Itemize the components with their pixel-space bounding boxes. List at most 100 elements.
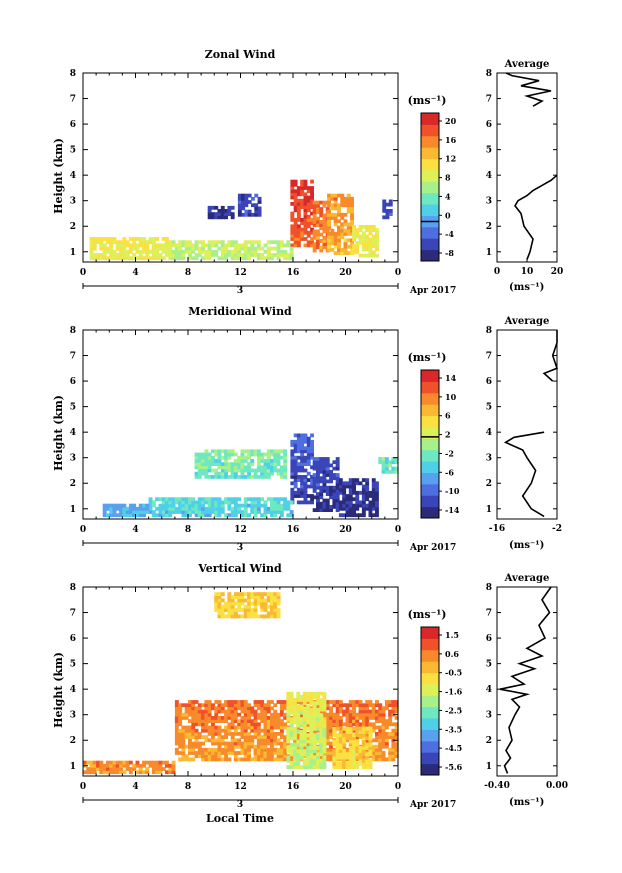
data-cell bbox=[299, 755, 304, 760]
data-cell bbox=[168, 249, 173, 254]
data-cell bbox=[342, 712, 347, 717]
data-cell bbox=[352, 228, 356, 232]
data-cell bbox=[184, 240, 189, 245]
data-cell bbox=[207, 455, 212, 460]
data-cell bbox=[352, 706, 356, 711]
data-cell bbox=[335, 736, 340, 741]
data-cell bbox=[155, 506, 160, 511]
data-cell bbox=[266, 455, 271, 460]
data-cell bbox=[240, 455, 245, 460]
data-cell bbox=[303, 218, 308, 222]
data-cell bbox=[233, 709, 238, 714]
data-cell bbox=[273, 503, 278, 508]
data-cell bbox=[296, 443, 301, 447]
data-cell bbox=[296, 742, 301, 747]
avg-y-tick-label: 4 bbox=[486, 171, 492, 181]
data-cell bbox=[310, 205, 314, 209]
zonal-avg-unit: (ms⁻¹) bbox=[509, 282, 544, 293]
data-cell bbox=[260, 703, 265, 708]
data-cell bbox=[371, 234, 376, 239]
data-cell bbox=[296, 762, 301, 766]
data-cell bbox=[201, 471, 205, 476]
data-cell bbox=[256, 449, 261, 454]
data-cell bbox=[343, 200, 348, 204]
y-tick-label: 7 bbox=[70, 352, 76, 362]
data-cell bbox=[220, 598, 225, 603]
data-cell bbox=[214, 471, 219, 476]
data-cell bbox=[184, 735, 189, 739]
data-cell bbox=[211, 716, 215, 720]
data-cell bbox=[290, 179, 295, 184]
data-cell bbox=[279, 703, 284, 708]
data-cell bbox=[368, 513, 373, 518]
data-cell bbox=[243, 744, 248, 749]
data-cell bbox=[342, 513, 347, 518]
data-cell bbox=[243, 243, 248, 248]
data-cell bbox=[220, 735, 225, 739]
data-cell bbox=[273, 738, 278, 743]
x-axis-label: Local Time bbox=[206, 812, 274, 825]
data-cell bbox=[128, 249, 133, 254]
data-cell bbox=[237, 497, 242, 502]
data-cell bbox=[237, 703, 242, 708]
data-cell bbox=[345, 752, 350, 757]
data-cell bbox=[319, 200, 324, 205]
data-cell bbox=[263, 614, 268, 619]
x-tick-label: 16 bbox=[287, 268, 300, 278]
data-cell bbox=[243, 735, 248, 739]
data-cell bbox=[296, 230, 301, 235]
data-cell bbox=[355, 231, 360, 236]
data-cell bbox=[365, 732, 370, 736]
data-cell bbox=[348, 739, 353, 744]
data-cell bbox=[266, 459, 271, 463]
data-cell bbox=[106, 503, 110, 508]
data-cell bbox=[346, 251, 351, 255]
data-cell bbox=[240, 253, 245, 257]
data-cell bbox=[329, 728, 333, 733]
data-cell bbox=[309, 739, 314, 744]
data-cell bbox=[207, 716, 212, 720]
data-cell bbox=[132, 513, 137, 518]
data-cell bbox=[279, 465, 284, 470]
data-cell bbox=[345, 716, 350, 720]
data-cell bbox=[233, 249, 238, 254]
data-cell bbox=[214, 592, 219, 596]
data-cell bbox=[322, 229, 327, 234]
data-cell bbox=[247, 722, 251, 727]
data-cell bbox=[145, 253, 150, 257]
data-cell bbox=[188, 751, 192, 755]
data-cell bbox=[201, 459, 205, 463]
data-cell bbox=[378, 738, 383, 743]
data-cell bbox=[352, 722, 356, 727]
data-cell bbox=[214, 249, 219, 254]
data-cell bbox=[188, 500, 192, 505]
data-cell bbox=[309, 736, 314, 741]
data-cell bbox=[257, 206, 262, 211]
data-cell bbox=[316, 207, 320, 211]
colorbar-swatch bbox=[421, 718, 439, 730]
data-cell bbox=[230, 747, 235, 752]
data-cell bbox=[276, 614, 281, 619]
data-cell bbox=[243, 712, 248, 717]
data-cell bbox=[227, 712, 232, 717]
data-cell bbox=[211, 719, 215, 723]
data-cell bbox=[355, 250, 360, 255]
data-cell bbox=[279, 468, 284, 473]
data-cell bbox=[201, 712, 205, 717]
data-cell bbox=[247, 465, 251, 470]
data-cell bbox=[394, 725, 399, 730]
data-cell bbox=[230, 614, 235, 619]
data-cell bbox=[188, 703, 192, 708]
data-cell bbox=[310, 443, 314, 447]
data-cell bbox=[293, 742, 297, 747]
data-cell bbox=[273, 449, 278, 454]
data-cell bbox=[302, 714, 307, 718]
data-cell bbox=[325, 505, 330, 509]
data-cell bbox=[325, 466, 330, 471]
data-cell bbox=[358, 703, 363, 708]
data-cell bbox=[194, 744, 199, 749]
data-cell bbox=[319, 239, 324, 243]
data-cell bbox=[181, 240, 186, 245]
data-cell bbox=[178, 738, 183, 743]
data-cell bbox=[316, 691, 320, 696]
